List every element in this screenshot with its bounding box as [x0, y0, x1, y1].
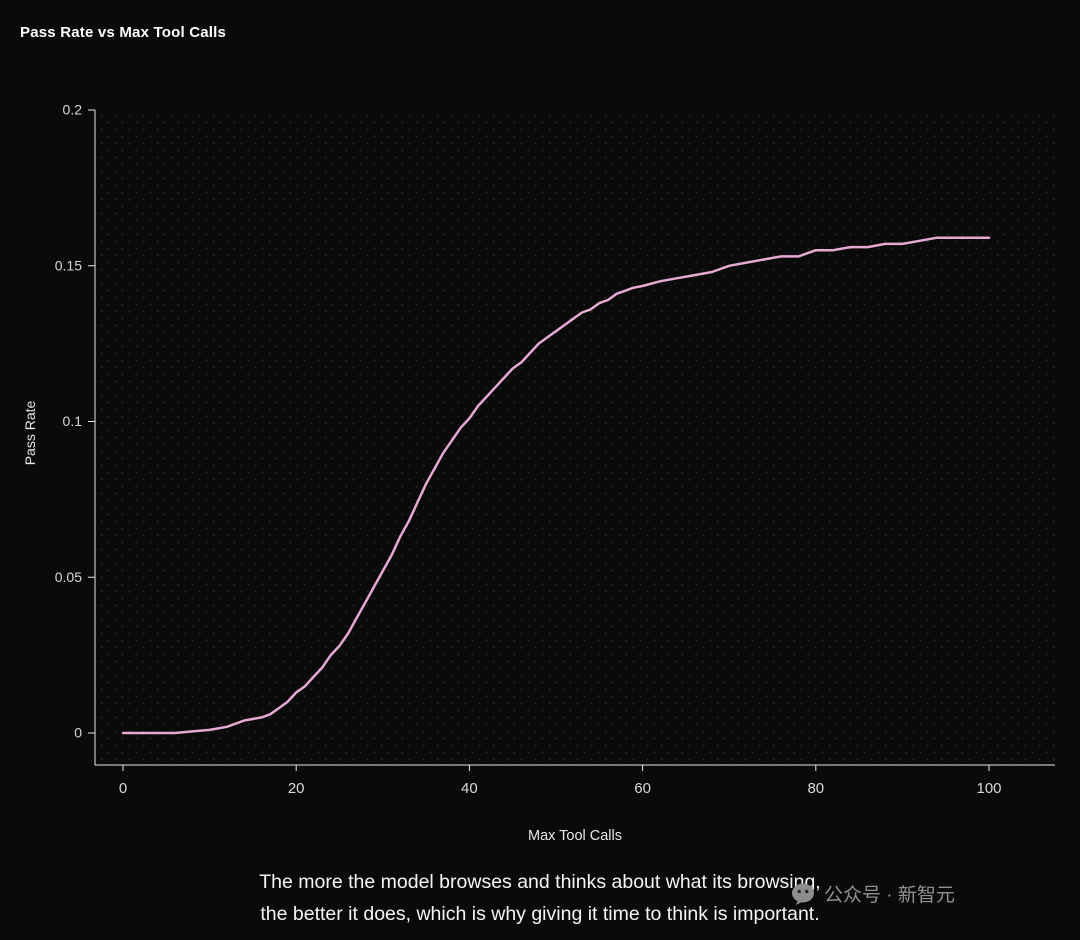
watermark-text: 公众号 · 新智元	[824, 885, 955, 906]
plot-svg: 0 0.05 0.1 0.15 0.2 0 20 40 60 80 100	[55, 102, 1055, 797]
caption: The more the model browses and thinks ab…	[0, 866, 1080, 930]
wechat-icon	[790, 881, 816, 907]
page-title: Pass Rate vs Max Tool Calls	[20, 24, 227, 41]
y-tick-label: 0.15	[55, 257, 82, 273]
y-tick-label: 0.2	[63, 102, 83, 118]
x-tick-label: 80	[807, 780, 824, 797]
x-axis-title: Max Tool Calls	[527, 828, 623, 844]
y-tick-label: 0.05	[55, 569, 82, 585]
y-axis-title: Pass Rate	[22, 400, 38, 466]
x-tick-label: 40	[461, 780, 478, 797]
x-tick-label: 100	[976, 780, 1001, 797]
plot-background	[95, 110, 1055, 765]
caption-line: the better it does, which is why giving …	[260, 903, 820, 925]
y-tick-label: 0.1	[63, 413, 83, 429]
x-tick-label: 60	[634, 780, 651, 797]
x-tick-label: 20	[288, 780, 305, 797]
pass-rate-line	[121, 236, 991, 735]
caption-line: The more the model browses and thinks ab…	[259, 871, 821, 893]
y-tick-label: 0	[74, 725, 82, 741]
watermark: 公众号 · 新智元	[790, 880, 955, 907]
x-tick-label: 0	[119, 780, 127, 797]
